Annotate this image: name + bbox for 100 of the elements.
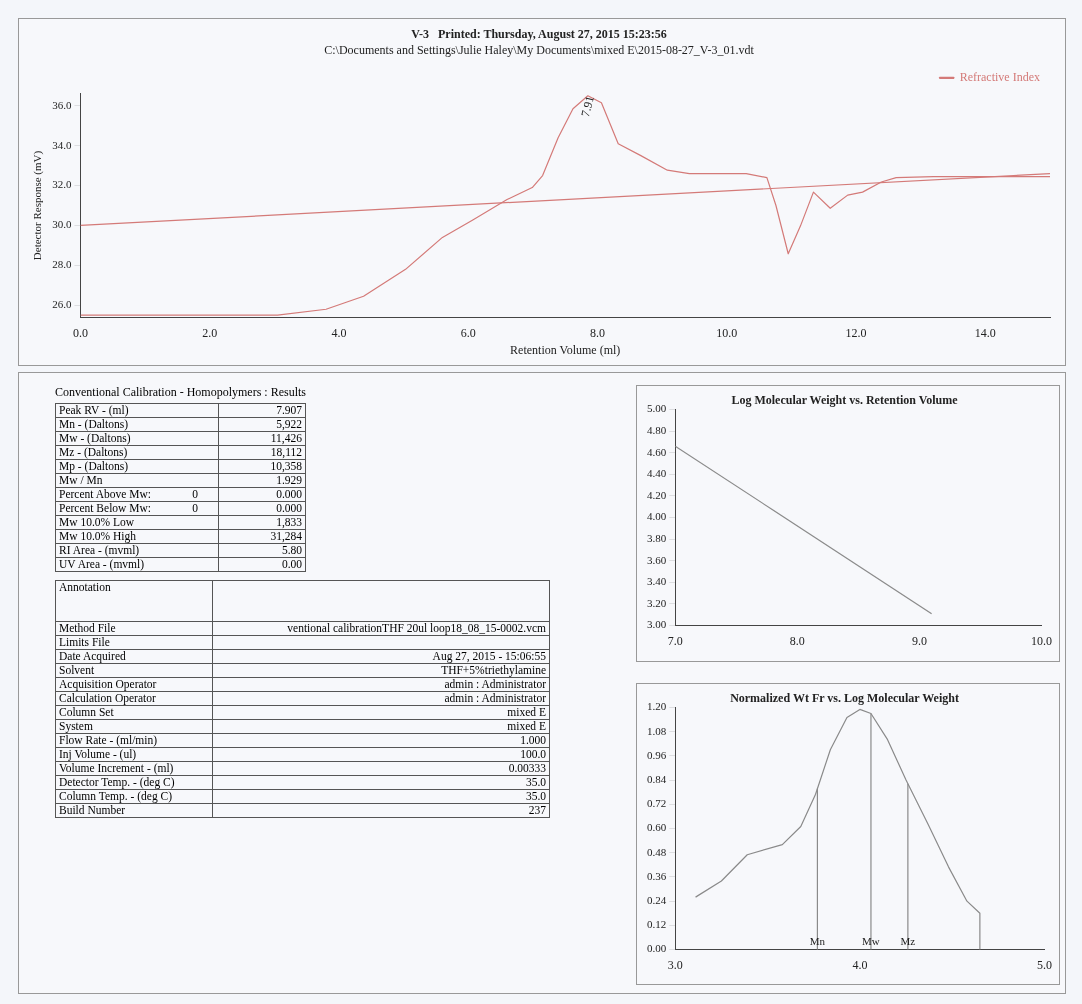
text: Conventional Calibration - Homopolymers : Results <box>55 385 306 400</box>
y-axis-title: Detector Response (mV) <box>31 150 45 261</box>
text: 31,284 <box>270 530 302 542</box>
text: 237 <box>528 804 546 816</box>
y-tick-label: 3.40 <box>647 575 667 588</box>
x-tick-label: 5.0 <box>1037 957 1052 972</box>
category-label: Inj Volume - (ul) <box>59 748 137 760</box>
y-tick-label: 28.0 <box>52 258 72 271</box>
category-label: Annotation <box>59 581 111 593</box>
text: 0 <box>192 488 198 500</box>
y-tick-label: 3.80 <box>647 532 667 545</box>
x-tick-label: 14.0 <box>974 325 996 340</box>
chart-title: Log Molecular Weight vs. Retention Volume <box>731 393 959 408</box>
category-label: Mw - (Daltons) <box>59 432 131 444</box>
category-label: Mn - (Daltons) <box>59 418 128 430</box>
y-tick-label: 34.0 <box>52 138 72 151</box>
text: 11,426 <box>270 432 302 444</box>
category-label: Mw / Mn <box>59 474 103 486</box>
y-tick-label: 1.20 <box>647 700 667 713</box>
text: mixed E <box>507 706 546 718</box>
y-tick-label: 0.84 <box>647 772 667 785</box>
text: 0.000 <box>276 488 302 500</box>
text: 35.0 <box>525 776 546 788</box>
legend-label: Refractive Index <box>959 69 1041 84</box>
category-label: Percent Above Mw: <box>59 488 151 500</box>
category-label: Flow Rate - (ml/min) <box>59 734 158 746</box>
text: 5,922 <box>276 418 302 430</box>
category-label: Mw 10.0% Low <box>59 516 135 528</box>
y-tick-label: 1.08 <box>647 724 667 737</box>
category-label: Calculation Operator <box>59 692 156 704</box>
category-label: Detector Temp. - (deg C) <box>59 776 175 788</box>
x-tick-label: 6.0 <box>460 325 476 340</box>
category-label: Column Temp. - (deg C) <box>59 790 173 802</box>
y-tick-label: 4.40 <box>647 467 667 480</box>
category-label: Method File <box>59 622 116 634</box>
text: THF+5%triethylamine <box>441 664 546 676</box>
text: 1,833 <box>276 516 302 528</box>
category-label: Limits File <box>59 636 110 648</box>
x-tick-label: 9.0 <box>911 633 927 648</box>
text: 5.80 <box>281 544 302 556</box>
text: admin : Administrator <box>444 692 546 704</box>
chart-subtitle: C:\Documents and Settings\Julie Haley\My Documents\mixed E\2015-08-27_V-3_01.vdt <box>324 42 755 57</box>
category-label: Volume Increment - (ml) <box>59 762 174 774</box>
y-tick-label: 0.96 <box>647 748 667 761</box>
text: 1.000 <box>520 734 546 746</box>
ref-line-label: Mw <box>862 934 880 947</box>
x-tick-label: 4.0 <box>852 957 868 972</box>
y-tick-label: 4.60 <box>647 445 667 458</box>
y-tick-label: 26.0 <box>52 298 72 311</box>
category-label: System <box>59 720 93 732</box>
y-tick-label: 36.0 <box>52 98 72 111</box>
y-tick-label: 4.80 <box>647 423 667 436</box>
text: 35.0 <box>525 790 546 802</box>
x-tick-label: 10.0 <box>1031 633 1052 648</box>
ref-line-label: Mz <box>900 934 916 947</box>
text: 0.000 <box>276 502 302 514</box>
y-tick-label: 32.0 <box>52 178 72 191</box>
x-tick-label: 0.0 <box>72 325 88 340</box>
y-tick-label: 0.72 <box>647 797 667 810</box>
category-label: Mw 10.0% High <box>59 530 136 542</box>
category-label: Build Number <box>59 804 126 816</box>
category-label: Acquisition Operator <box>59 678 157 690</box>
y-tick-label: 0.12 <box>647 918 667 931</box>
category-label: Mp - (Daltons) <box>59 460 128 472</box>
text: 7.907 <box>276 404 302 416</box>
text: 0.00333 <box>508 762 546 774</box>
x-tick-label: 3.0 <box>667 957 683 972</box>
category-label: UV Area - (mvml) <box>59 558 145 570</box>
category-label: Mz - (Daltons) <box>59 446 128 458</box>
text: 18,112 <box>270 446 302 458</box>
y-tick-label: 0.48 <box>647 845 667 858</box>
text: 0.00 <box>281 558 302 570</box>
text: admin : Administrator <box>444 678 546 690</box>
y-tick-label: 0.00 <box>647 942 667 955</box>
category-label: RI Area - (mvml) <box>59 544 140 556</box>
category-label: Percent Below Mw: <box>59 502 151 514</box>
x-axis-title: Retention Volume (ml) <box>510 342 621 357</box>
y-tick-label: 3.20 <box>647 596 667 609</box>
text: ventional calibrationTHF 20ul loop18_08_15-0002.vcm <box>287 622 546 634</box>
y-tick-label: 0.24 <box>647 894 667 907</box>
y-tick-label: 3.60 <box>647 553 667 566</box>
x-tick-label: 7.0 <box>667 633 683 648</box>
y-tick-label: 30.0 <box>52 218 72 231</box>
chart-title: Normalized Wt Fr vs. Log Molecular Weight <box>730 691 959 706</box>
y-tick-label: 4.20 <box>647 488 667 501</box>
y-tick-label: 5.00 <box>647 402 667 415</box>
x-tick-label: 8.0 <box>789 633 805 648</box>
y-tick-label: 4.00 <box>647 510 667 523</box>
y-tick-label: 0.60 <box>647 821 667 834</box>
category-label: Date Acquired <box>59 650 126 662</box>
x-tick-label: 8.0 <box>590 325 606 340</box>
category-label: Column Set <box>59 706 114 718</box>
text: 100.0 <box>520 748 546 760</box>
annotation: 7.91 <box>578 94 597 119</box>
ref-line-label: Mn <box>809 934 826 947</box>
text: 0 <box>192 502 198 514</box>
y-tick-label: 3.00 <box>647 618 667 631</box>
x-tick-label: 4.0 <box>331 325 347 340</box>
text: 10,358 <box>270 460 302 472</box>
y-tick-label: 0.36 <box>647 869 667 882</box>
